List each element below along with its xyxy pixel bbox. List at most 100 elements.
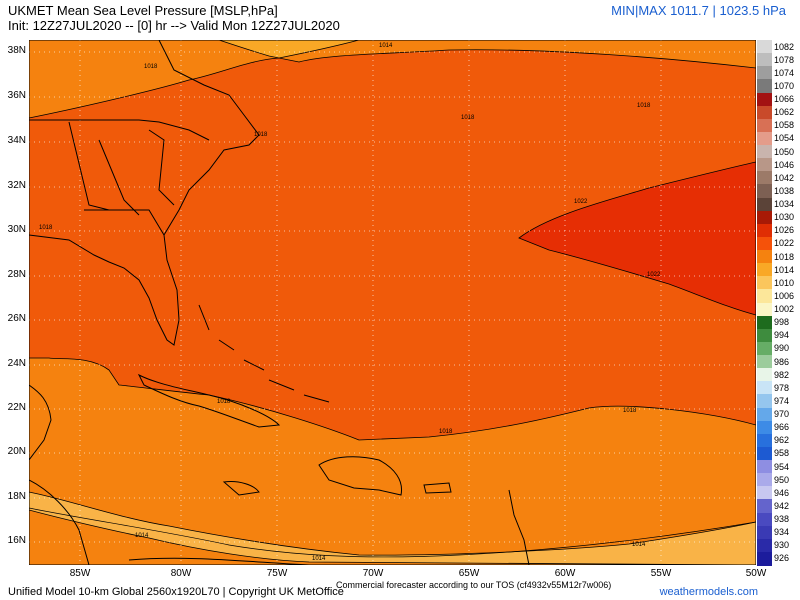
legend-level-label: 962	[774, 435, 790, 446]
legend-swatch	[757, 53, 772, 67]
lat-label: 20N	[7, 446, 26, 457]
legend-level-label: 926	[774, 553, 790, 564]
legend-swatch	[757, 446, 772, 461]
central-america	[29, 479, 90, 565]
contour-labels: 1014 1018 1018 1018 1018 1022 1022 1018 …	[39, 43, 661, 562]
contour-label: 1018	[461, 115, 475, 121]
legend-swatch	[757, 197, 772, 212]
legend-swatch	[757, 315, 772, 330]
field-1014-south	[29, 491, 756, 565]
legend-level-label: 1046	[774, 159, 795, 170]
legend-level-label: 958	[774, 448, 790, 459]
lat-lon-grid	[29, 40, 756, 565]
legend-level-label: 1042	[774, 172, 795, 183]
legend-level-label: 1074	[774, 67, 795, 78]
lon-label: 65W	[458, 568, 480, 579]
lat-label: 34N	[7, 135, 26, 146]
contour-label: 1018	[637, 103, 651, 109]
legend-level-label: 1010	[774, 277, 795, 288]
lat-label: 26N	[7, 313, 26, 324]
legend-level-label: 1078	[774, 54, 795, 65]
pressure-map: 1014 1018 1018 1018 1018 1022 1022 1018 …	[29, 40, 756, 565]
lesser-antilles	[508, 489, 530, 565]
puerto-rico	[423, 482, 452, 494]
legend-level-label: 1018	[774, 251, 795, 262]
contour-label: 1014	[312, 556, 326, 562]
legend-level-label: 1030	[774, 212, 795, 223]
legend-level-label: 934	[774, 527, 790, 538]
legend-level-label: 978	[774, 382, 790, 393]
legend-level-label: 1070	[774, 80, 795, 91]
footer-site-link[interactable]: weathermodels.com	[659, 586, 758, 598]
legend-swatch	[757, 473, 772, 487]
legend-swatch	[757, 92, 772, 107]
legend-level-label: 1038	[774, 185, 795, 196]
lat-label: 32N	[7, 180, 26, 191]
legend-level-label: 994	[774, 330, 790, 341]
legend-level-label: 954	[774, 461, 790, 472]
legend-level-label: 1054	[774, 133, 795, 144]
map-title: UKMET Mean Sea Level Pressure [MSLP,hPa]	[8, 3, 278, 18]
legend-level-label: 946	[774, 487, 790, 498]
legend-swatch	[757, 486, 772, 500]
lon-label: 80W	[170, 568, 192, 579]
legend-swatch	[757, 368, 772, 382]
legend-swatch	[757, 460, 772, 474]
hispaniola	[318, 456, 403, 496]
legend-swatch	[757, 66, 772, 80]
lat-label: 36N	[7, 90, 26, 101]
legend-swatch	[757, 512, 772, 527]
legend-level-label: 930	[774, 540, 790, 551]
legend-swatch	[757, 210, 772, 225]
isobars	[29, 507, 756, 558]
legend-swatch	[757, 328, 772, 343]
jamaica	[222, 481, 260, 496]
lon-label: 60W	[554, 568, 576, 579]
contour-label: 1018	[623, 408, 637, 414]
legend-swatch	[757, 145, 772, 159]
lat-label: 38N	[7, 45, 26, 56]
lat-label: 18N	[7, 491, 26, 502]
legend-level-label: 1050	[774, 146, 795, 157]
yucatan	[29, 384, 52, 461]
legend-swatch	[757, 420, 772, 435]
us-east-coast	[29, 40, 260, 346]
legend-swatch	[757, 355, 772, 369]
footer-model-info: Unified Model 10-km Global 2560x1920L70 …	[8, 586, 344, 598]
footer-tos: Commercial forecaster according to our T…	[336, 580, 612, 590]
legend-swatch	[757, 171, 772, 185]
legend-level-label: 1058	[774, 120, 795, 131]
legend-level-label: 1066	[774, 94, 795, 105]
lat-label: 24N	[7, 358, 26, 369]
legend-swatch	[757, 263, 772, 277]
lon-label: 55W	[650, 568, 672, 579]
legend-swatch	[757, 407, 772, 422]
contour-label: 1022	[647, 272, 661, 278]
lat-label: 30N	[7, 224, 26, 235]
contour-label: 1018	[254, 132, 268, 138]
legend-swatch	[757, 538, 772, 553]
pressure-legend	[757, 40, 772, 566]
contour-label: 1022	[574, 199, 588, 205]
legend-swatch	[757, 289, 772, 303]
legend-level-label: 1034	[774, 199, 795, 210]
legend-level-label: 970	[774, 409, 790, 420]
legend-swatch	[757, 499, 772, 513]
min-max-readout: MIN|MAX 1011.7 | 1023.5 hPa	[611, 3, 786, 18]
legend-swatch	[757, 394, 772, 408]
legend-swatch	[757, 250, 772, 264]
contour-label: 1014	[379, 43, 393, 49]
lon-label: 70W	[362, 568, 384, 579]
field-1014-north	[218, 40, 360, 59]
legend-swatch	[757, 525, 772, 540]
contour-label: 1018	[439, 429, 453, 435]
legend-swatch	[757, 223, 772, 238]
legend-swatch	[757, 40, 772, 54]
bahamas	[198, 304, 330, 403]
legend-level-label: 1026	[774, 225, 795, 236]
legend-level-label: 1014	[774, 264, 795, 275]
legend-level-label: 990	[774, 343, 790, 354]
legend-swatch	[757, 276, 772, 290]
init-valid-time: Init: 12Z27JUL2020 -- [0] hr --> Valid M…	[8, 18, 340, 33]
south-america	[128, 557, 310, 565]
